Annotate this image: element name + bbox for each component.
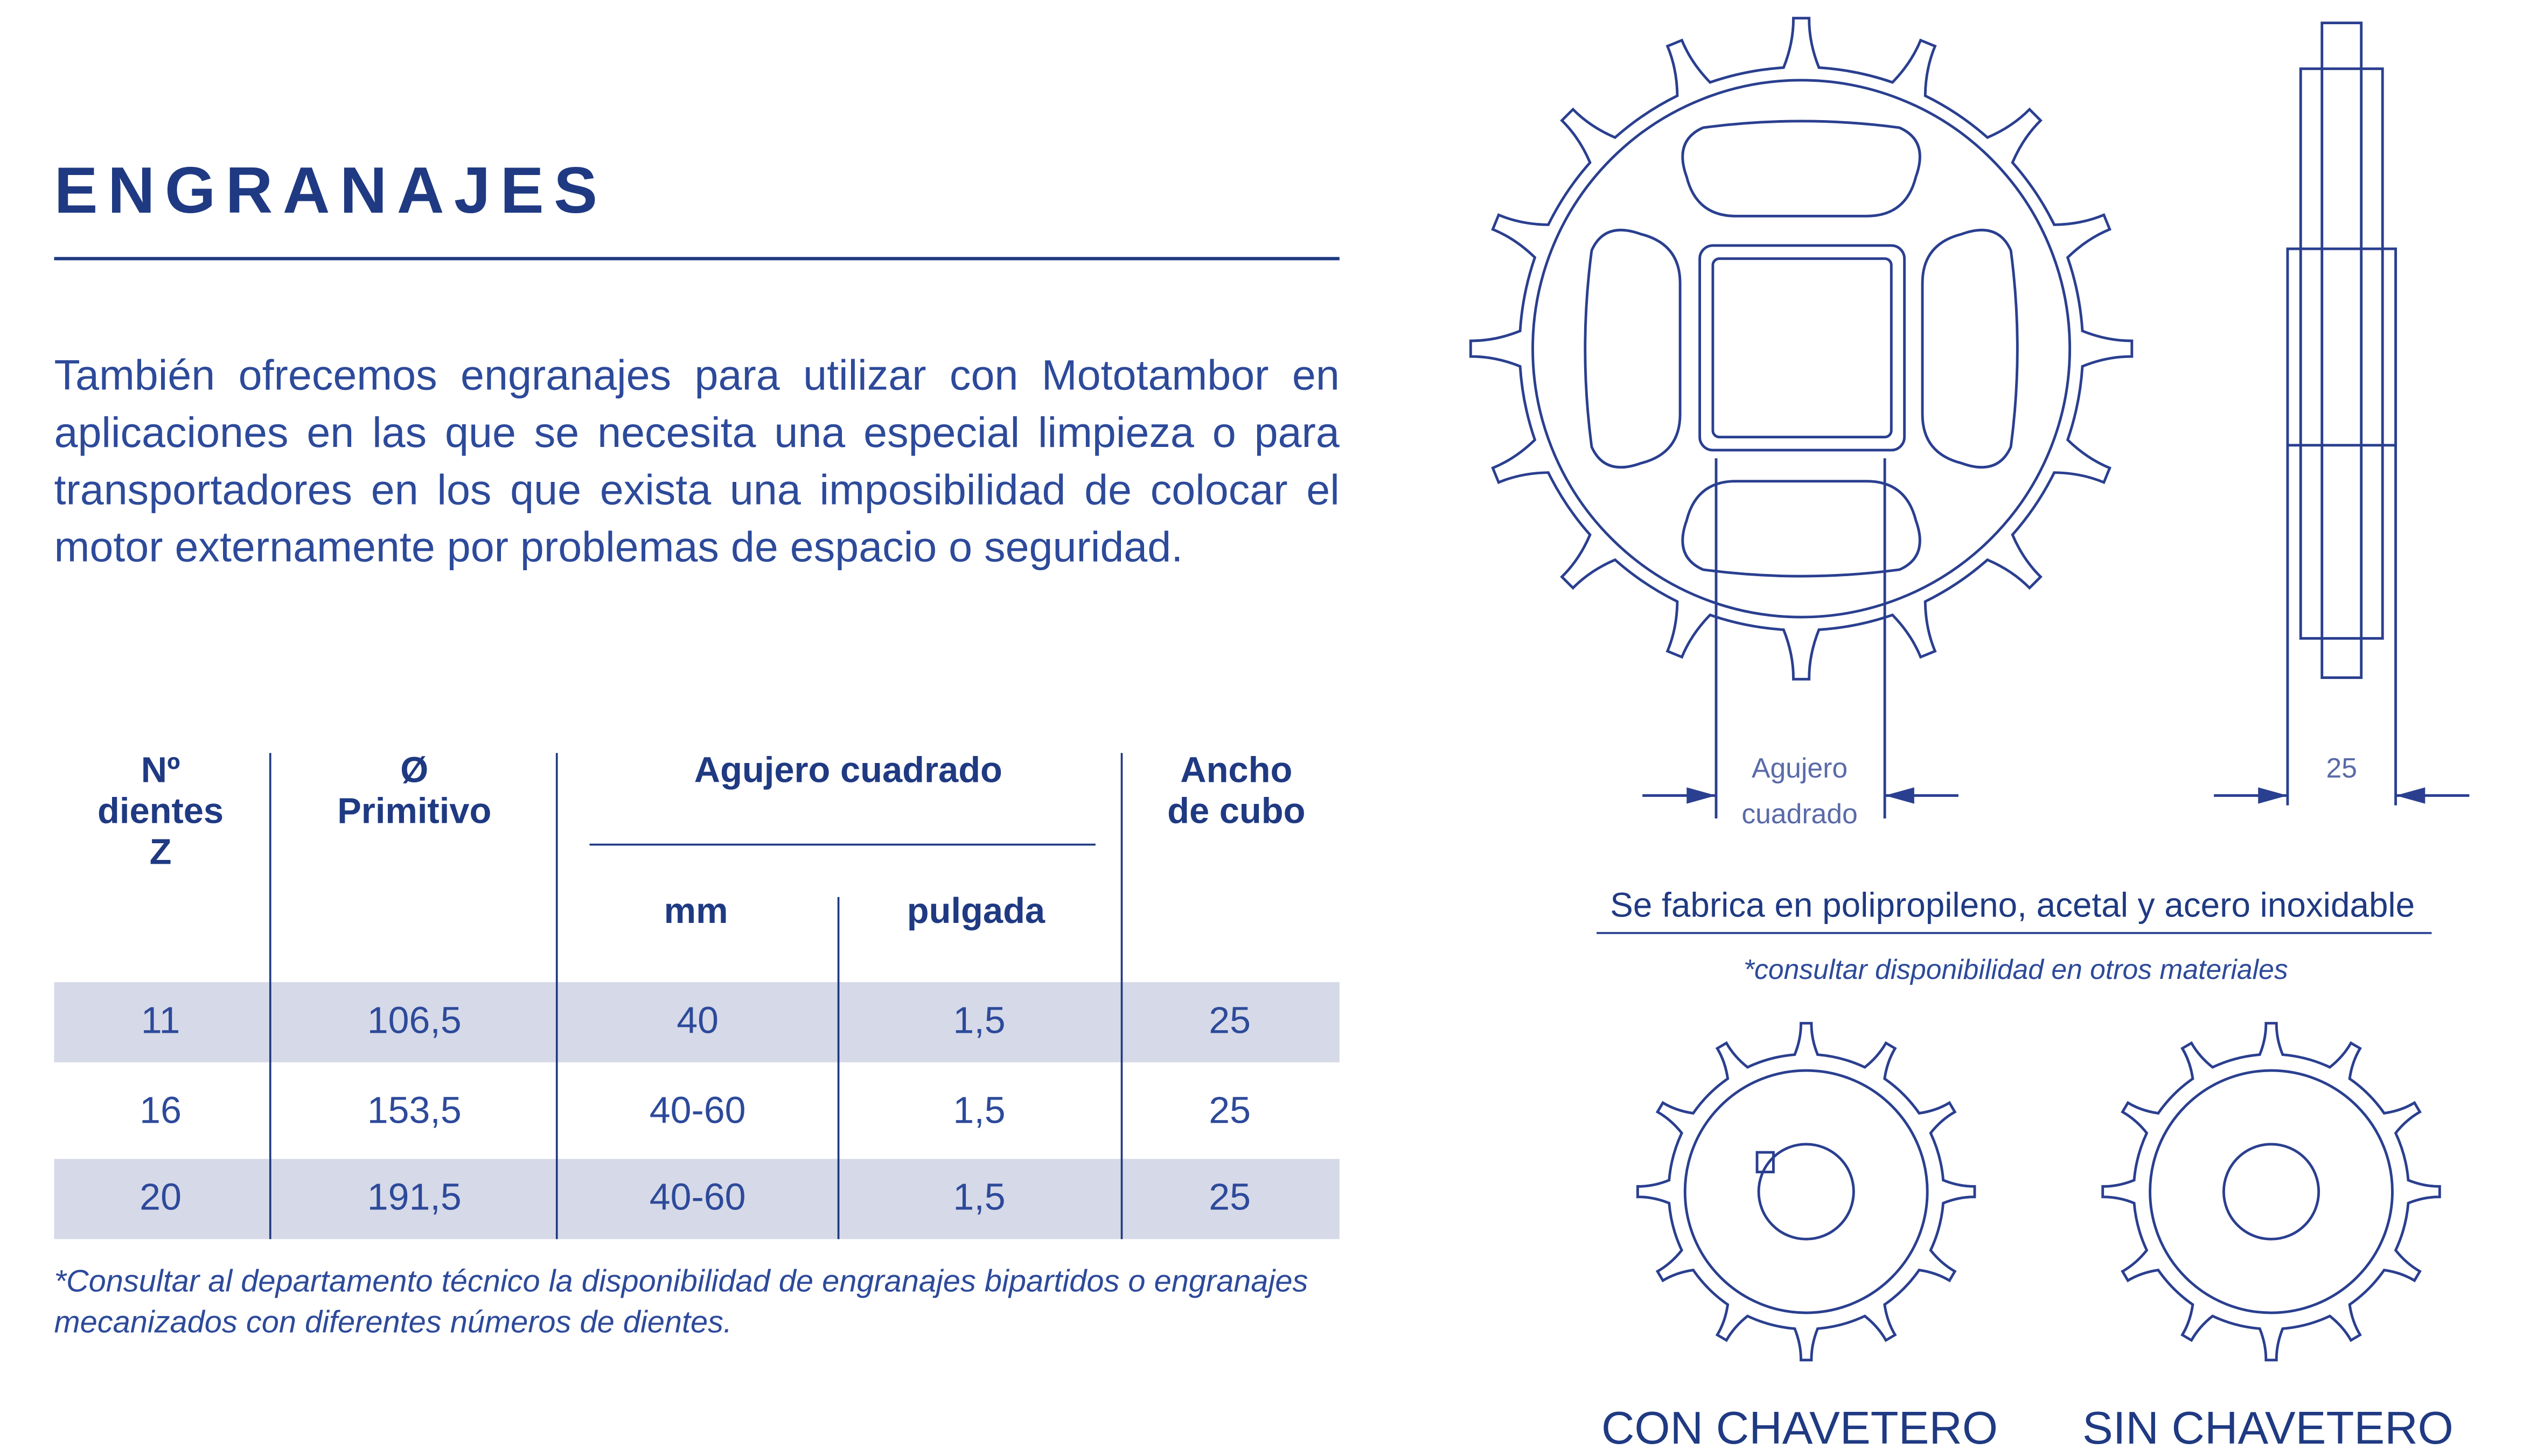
dim-label: 25 bbox=[2326, 752, 2357, 783]
row-shade bbox=[54, 982, 1340, 1062]
header: mm bbox=[664, 891, 728, 931]
cell: 153,5 bbox=[367, 1089, 462, 1131]
cell: 40 bbox=[677, 999, 719, 1041]
square-hole bbox=[1711, 257, 1893, 439]
hub bbox=[2222, 1143, 2320, 1241]
cell: 106,5 bbox=[367, 999, 462, 1041]
header: pulgada bbox=[907, 891, 1046, 931]
gear-outline bbox=[2101, 1021, 2441, 1362]
cutout bbox=[1681, 120, 1921, 218]
drawings: Agujero cuadrado 25 Se fabrica en polipr… bbox=[1469, 17, 2470, 1454]
arrow bbox=[2258, 787, 2288, 804]
materials: Se fabrica en polipropileno, acetal y ac… bbox=[1610, 885, 2415, 924]
header: dientes bbox=[97, 791, 224, 831]
side-view bbox=[2299, 67, 2384, 640]
side-view bbox=[2320, 22, 2363, 679]
caption: SIN CHAVETERO bbox=[2082, 1403, 2454, 1454]
square-hole bbox=[1698, 244, 1906, 452]
gear-outline bbox=[1469, 17, 2134, 681]
cell: 16 bbox=[140, 1089, 182, 1131]
cell: 1,5 bbox=[953, 1089, 1005, 1131]
footnote: *Consultar al departamento técnico la di… bbox=[54, 1265, 1308, 1341]
header: Nº bbox=[141, 750, 180, 790]
hub bbox=[1757, 1143, 1855, 1241]
cell: 40-60 bbox=[650, 1176, 746, 1218]
arrow bbox=[2395, 787, 2426, 804]
cell: 11 bbox=[141, 999, 180, 1041]
arrow bbox=[1686, 787, 1716, 804]
cutout bbox=[1681, 480, 1921, 578]
header: Z bbox=[150, 832, 172, 872]
dim-label: Agujero bbox=[1752, 752, 1848, 783]
cell: 1,5 bbox=[953, 999, 1005, 1041]
cell: 25 bbox=[1209, 1176, 1251, 1218]
gear-outline bbox=[1636, 1021, 1976, 1362]
header: Primitivo bbox=[337, 791, 491, 831]
side-view bbox=[2286, 247, 2397, 447]
header: Ø bbox=[400, 750, 428, 790]
footnote-box: *Consultar al departamento técnico la di… bbox=[54, 1265, 1308, 1341]
gear-ring bbox=[2149, 1069, 2394, 1314]
cutout bbox=[1921, 228, 2019, 469]
cutout bbox=[1584, 228, 1682, 469]
cell: 191,5 bbox=[367, 1176, 462, 1218]
intro: También ofrecemos engranajes para utiliz… bbox=[54, 350, 1340, 571]
table: Nº dientes Z Ø Primitivo Agujero cuadrad… bbox=[54, 750, 1340, 1240]
dim-label: cuadrado bbox=[1741, 798, 1857, 829]
gear-ring bbox=[1531, 79, 2072, 619]
gear-ring bbox=[1683, 1069, 1929, 1314]
cell: 20 bbox=[140, 1176, 182, 1218]
cell: 1,5 bbox=[953, 1176, 1005, 1218]
row-shade bbox=[54, 1159, 1340, 1240]
intro-box: También ofrecemos engranajes para utiliz… bbox=[54, 350, 1340, 571]
arrow bbox=[1885, 787, 1914, 804]
cell: 40-60 bbox=[650, 1089, 746, 1131]
caption: CON CHAVETERO bbox=[1601, 1403, 1998, 1454]
key bbox=[1755, 1151, 1775, 1174]
header: de cubo bbox=[1167, 791, 1305, 831]
header: Ancho bbox=[1180, 750, 1292, 790]
title: ENGRANAJES bbox=[54, 153, 607, 227]
cell: 25 bbox=[1209, 1089, 1251, 1131]
materials-note: *consultar disponibilidad en otros mater… bbox=[1744, 954, 2288, 985]
cell: 25 bbox=[1209, 999, 1251, 1041]
header: Agujero cuadrado bbox=[694, 750, 1002, 790]
